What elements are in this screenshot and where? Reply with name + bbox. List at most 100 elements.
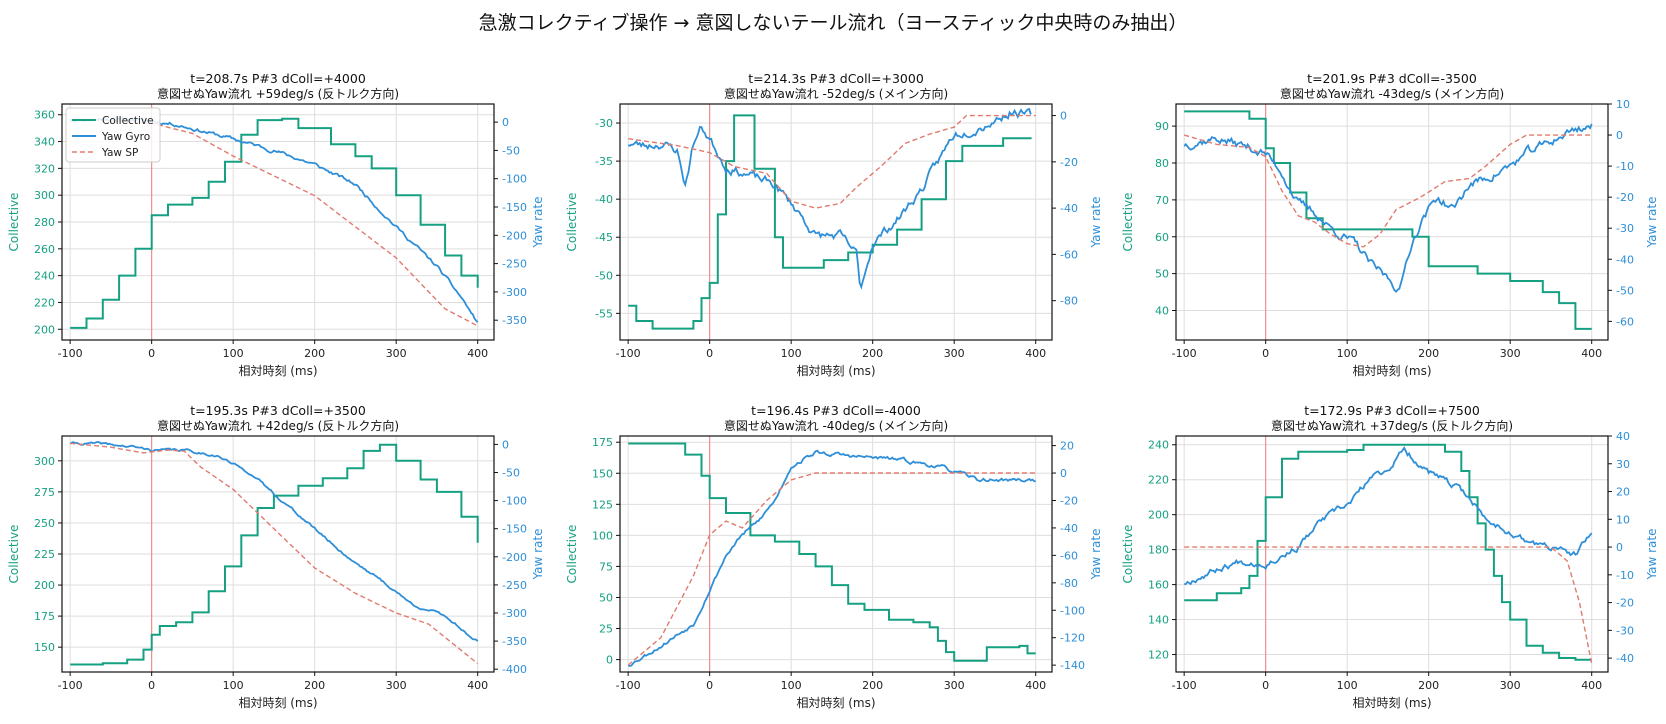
axes-frame — [619, 103, 1053, 341]
y-tick-label: 220 — [34, 296, 55, 309]
y-tick-label: 75 — [599, 560, 613, 573]
legend-label: Yaw Gyro — [101, 131, 150, 143]
grid — [620, 104, 1052, 340]
series-collective — [628, 442, 1036, 662]
y-tick-label: 250 — [34, 517, 55, 530]
series-yaw-sp — [627, 472, 1036, 666]
y2-tick-label: 10 — [1616, 513, 1630, 526]
y-tick-label: -45 — [595, 231, 613, 244]
y-tick-label: 300 — [34, 189, 55, 202]
x-tick-label: 200 — [304, 679, 325, 692]
y2-tick-label: 0 — [1616, 541, 1623, 554]
subplot-title: t=201.9s P#3 dColl=-3500 — [1307, 71, 1477, 86]
x-tick-label: 0 — [1262, 347, 1269, 360]
grid — [1176, 436, 1608, 672]
subplot-subtitle: 意図せぬYaw流れ +59deg/s (反トルク方向) — [157, 86, 399, 101]
x-tick-label: 0 — [148, 347, 155, 360]
grid — [1176, 104, 1608, 340]
y2-tick-label: 0 — [1060, 467, 1067, 480]
subplot-subtitle: 意図せぬYaw流れ -43deg/s (メイン方向) — [1280, 86, 1504, 101]
y2-axis-label: Yaw rate — [1089, 196, 1103, 248]
y2-tick-label: -20 — [1616, 191, 1634, 204]
legend-label: Yaw SP — [101, 147, 138, 159]
x-tick-label: 100 — [781, 679, 802, 692]
y-tick-label: 340 — [34, 136, 55, 149]
subplot-title: t=214.3s P#3 dColl=+3000 — [748, 71, 924, 86]
x-tick-label: 100 — [1337, 347, 1358, 360]
y-axis-label: Collective — [7, 193, 21, 252]
x-tick-label: 0 — [148, 679, 155, 692]
x-tick-label: 0 — [1262, 679, 1269, 692]
y2-tick-label: -50 — [502, 467, 520, 480]
series-yaw-gyro — [627, 107, 1032, 290]
y-tick-label: 25 — [599, 623, 613, 636]
x-tick-label: 100 — [223, 679, 244, 692]
legend-box — [65, 107, 161, 163]
y2-tick-label: -300 — [502, 286, 527, 299]
x-tick-label: 0 — [706, 347, 713, 360]
series-collective — [1184, 443, 1592, 661]
subplot-title: t=208.7s P#3 dColl=+4000 — [190, 71, 366, 86]
x-tick-label: 100 — [781, 347, 802, 360]
axes-frame — [619, 435, 1053, 673]
y-tick-label: 80 — [1155, 157, 1169, 170]
legend: Collective Yaw Gyro Yaw SP — [65, 107, 161, 163]
y-tick-label: 70 — [1155, 194, 1169, 207]
subplot-subtitle: 意図せぬYaw流れ -40deg/s (メイン方向) — [724, 418, 948, 433]
y-tick-label: 120 — [1148, 649, 1169, 662]
y2-tick-label: -80 — [1060, 295, 1078, 308]
subplot-subtitle: 意図せぬYaw流れ +42deg/s (反トルク方向) — [157, 418, 399, 433]
y2-tick-label: -60 — [1616, 315, 1634, 328]
subplot-title: t=196.4s P#3 dColl=-4000 — [751, 403, 921, 418]
y2-tick-label: -10 — [1616, 569, 1634, 582]
x-tick-label: 400 — [467, 347, 488, 360]
x-tick-label: -100 — [1172, 679, 1197, 692]
plot-area — [1183, 110, 1593, 330]
y-tick-label: 240 — [1148, 439, 1169, 452]
x-tick-label: 200 — [862, 679, 883, 692]
y-axis-label: Collective — [7, 525, 21, 584]
y-tick-label: 60 — [1155, 231, 1169, 244]
x-tick-label: 300 — [944, 679, 965, 692]
y-tick-label: -30 — [595, 117, 613, 130]
y2-tick-label: -40 — [1060, 202, 1078, 215]
plot-area — [69, 440, 479, 666]
y2-tick-label: -20 — [1060, 156, 1078, 169]
x-axis-label: 相対時刻 (ms) — [1352, 364, 1431, 378]
y2-tick-label: -140 — [1060, 659, 1085, 672]
x-tick-label: -100 — [616, 679, 641, 692]
y2-tick-label: -20 — [1060, 494, 1078, 507]
y2-tick-label: -100 — [502, 173, 527, 186]
series-yaw-sp — [628, 114, 1036, 209]
y-tick-label: 0 — [606, 654, 613, 667]
y2-axis-label: Yaw rate — [1645, 196, 1659, 248]
y2-tick-label: 0 — [502, 438, 509, 451]
y-tick-label: -40 — [595, 193, 613, 206]
x-tick-label: 400 — [467, 679, 488, 692]
y-tick-label: 280 — [34, 216, 55, 229]
x-axis-label: 相対時刻 (ms) — [238, 364, 317, 378]
x-tick-label: 400 — [1581, 679, 1602, 692]
x-tick-label: 200 — [1418, 679, 1439, 692]
series-yaw-gyro — [628, 449, 1036, 667]
x-tick-label: 200 — [304, 347, 325, 360]
y2-tick-label: -40 — [1616, 652, 1634, 665]
y2-axis-label: Yaw rate — [1645, 528, 1659, 580]
y2-tick-label: -100 — [1060, 604, 1085, 617]
y2-tick-label: -350 — [502, 635, 527, 648]
x-tick-label: 400 — [1025, 679, 1046, 692]
y-tick-label: -35 — [595, 155, 613, 168]
y2-tick-label: -60 — [1060, 549, 1078, 562]
x-tick-label: -100 — [58, 347, 83, 360]
y-tick-label: 175 — [34, 610, 55, 623]
y-axis-label: Collective — [1121, 525, 1135, 584]
y-tick-label: 240 — [34, 270, 55, 283]
y-tick-label: 140 — [1148, 614, 1169, 627]
y2-tick-label: 20 — [1060, 440, 1074, 453]
y2-tick-label: -50 — [502, 144, 520, 157]
y2-tick-label: -400 — [502, 663, 527, 676]
y2-tick-label: -250 — [502, 579, 527, 592]
